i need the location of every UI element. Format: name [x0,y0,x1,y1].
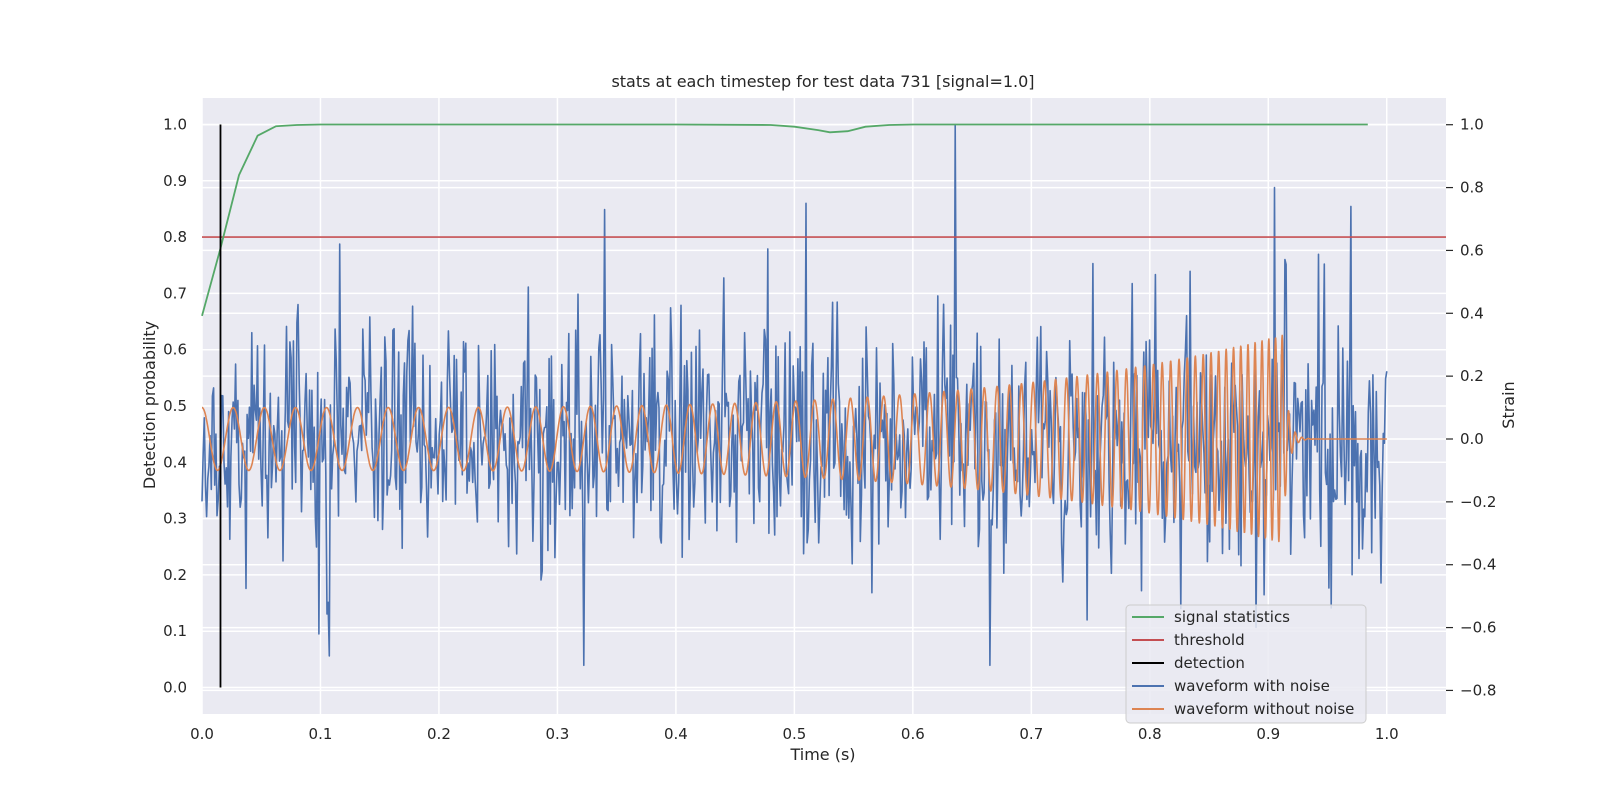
y-tick-label: 0.7 [163,284,187,302]
waveform-without-noise-line [201,334,1388,543]
x-axis-label: Time (s) [789,745,855,764]
y2-tick-label: −0.6 [1460,619,1496,637]
x-tick-label: 0.1 [309,725,333,743]
legend-entry: waveform without noise [1174,700,1354,718]
signal-statistics-line [201,123,1368,317]
y-tick-label: 0.9 [163,172,187,190]
x-tick-label: 0.0 [190,725,214,743]
y2-tick-label: 0.8 [1460,179,1484,197]
legend-entry: signal statistics [1174,608,1290,626]
legend-entry: detection [1174,654,1245,672]
y2-tick-label: −0.8 [1460,681,1496,699]
x-tick-label: 0.2 [427,725,451,743]
y-tick-label: 0.0 [163,679,187,697]
y2-tick-label: 1.0 [1460,116,1484,134]
y-axis-ticks: 0.0 0.1 0.2 0.3 0.4 0.5 0.6 0.7 0.8 0.9 1.0 [163,115,187,696]
series-group [201,123,1446,688]
chart-title: stats at each timestep for test data 731… [611,72,1034,91]
legend-entry: threshold [1174,631,1245,649]
y-tick-label: 0.5 [163,397,187,415]
x-tick-label: 0.4 [664,725,688,743]
y2-tick-label: 0.0 [1460,430,1484,448]
legend-box [1125,604,1367,724]
y2-tick-label: 0.2 [1460,367,1484,385]
y2-tick-label: −0.2 [1460,493,1496,511]
x-tick-label: 1.0 [1375,725,1399,743]
x-tick-label: 0.6 [901,725,925,743]
y-tick-label: 1.0 [163,115,187,133]
y-tick-label: 0.6 [163,341,187,359]
y-tick-label: 0.8 [163,228,187,246]
y2-tick-label: −0.4 [1460,556,1496,574]
y-tick-label: 0.2 [163,566,187,584]
x-tick-label: 0.9 [1256,725,1280,743]
x-axis-ticks: 0.0 0.1 0.2 0.3 0.4 0.5 0.6 0.7 0.8 0.9 1.0 [190,725,1399,743]
y-tick-label: 0.1 [163,622,187,640]
y-tick-label: 0.4 [163,453,187,471]
x-tick-label: 0.3 [545,725,569,743]
legend-entry: waveform with noise [1174,677,1330,695]
y2-tick-label: 0.4 [1460,304,1484,322]
y-axis-label: Detection probability [140,321,159,489]
x-tick-label: 0.5 [782,725,806,743]
y2-axis-label: Strain [1499,381,1518,428]
x-tick-label: 0.8 [1138,725,1162,743]
y-tick-label: 0.3 [163,510,187,528]
x-tick-label: 0.7 [1019,725,1043,743]
legend: signal statistics threshold detection wavef… [1125,604,1367,724]
y2-axis-ticks: −0.8 −0.6 −0.4 −0.2 0.0 0.2 0.4 0.6 0.8 1.0 [1446,116,1496,699]
y2-tick-label: 0.6 [1460,241,1484,259]
